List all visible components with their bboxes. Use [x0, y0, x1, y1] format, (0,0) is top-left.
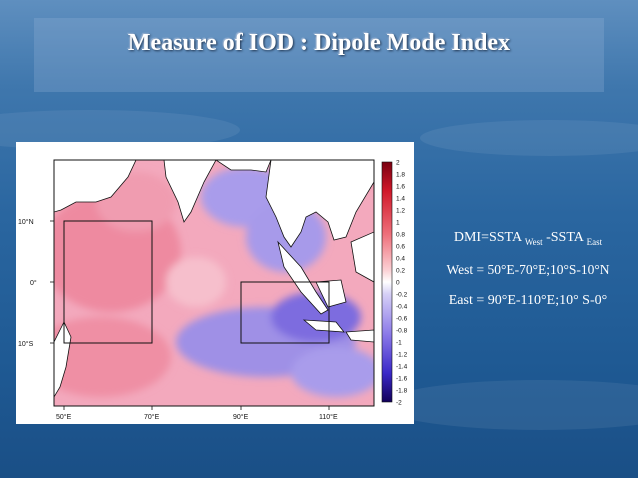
colorbar-label: 0 — [396, 280, 400, 287]
west-box — [63, 220, 153, 344]
colorbar-label: -1.6 — [396, 376, 408, 383]
colorbar — [381, 161, 393, 403]
east-region-definition: East = 90°E-110°E;10° S-0° — [448, 293, 608, 308]
map-frame — [53, 159, 375, 407]
colorbar-label: -0.8 — [396, 328, 408, 335]
colorbar-labels: 2 1.8 1.6 1.4 1.2 1 0.8 0.6 0.4 0.2 0 -0.2 -0.4 -0.6 -… — [396, 160, 408, 407]
colorbar-label: -1.4 — [396, 364, 408, 371]
colorbar-label: -1 — [396, 340, 402, 347]
east-box — [240, 281, 330, 344]
colorbar-label: 0.2 — [396, 268, 405, 275]
lon-label: 110°E — [319, 413, 338, 421]
colorbar-label: -1.2 — [396, 352, 408, 359]
colorbar-label: 1 — [396, 220, 400, 227]
colorbar-label: -0.4 — [396, 304, 408, 311]
land-masses — [54, 160, 374, 398]
colorbar-label: 0.4 — [396, 256, 405, 263]
colorbar-label: 1.8 — [396, 172, 405, 179]
lon-label: 50°E — [56, 413, 72, 421]
title-band — [34, 18, 604, 92]
wave-highlight — [420, 120, 638, 156]
colorbar-label: 1.4 — [396, 196, 405, 203]
dmi-prefix: DMI=SSTA — [453, 230, 522, 245]
lat-label: 0° — [30, 279, 37, 287]
dmi-mid: -SSTA — [542, 230, 584, 245]
wave-highlight — [380, 380, 638, 430]
dmi-sub-east: East — [586, 236, 603, 247]
lat-label: 10°S — [18, 340, 34, 348]
lat-label: 10°N — [18, 218, 34, 226]
map-figure: 10°N 0° 10°S 50°E 70°E 90°E 110°E 2 1.8 1.… — [18, 159, 408, 421]
dmi-sub-west: West — [524, 236, 543, 247]
colorbar-label: -2 — [396, 400, 402, 407]
colorbar-label: -0.6 — [396, 316, 408, 323]
lon-label: 90°E — [233, 413, 249, 421]
lon-label: 70°E — [144, 413, 160, 421]
west-region-definition: West = 50°E-70°E;10°S-10°N — [446, 262, 610, 277]
colorbar-label: 2 — [396, 160, 400, 167]
colorbar-label: 1.6 — [396, 184, 405, 191]
sst-anomaly-map: 10°N 0° 10°S 50°E 70°E 90°E 110°E 2 1.8 1.… — [16, 142, 414, 424]
colorbar-label: 0.8 — [396, 232, 405, 239]
colorbar-label: 1.2 — [396, 208, 405, 215]
dmi-formula: DMI=SSTA West -SSTA East — [418, 230, 638, 247]
colorbar-label: -1.8 — [396, 388, 408, 395]
colorbar-label: -0.2 — [396, 292, 408, 299]
slide-title: Measure of IOD : Dipole Mode Index — [127, 30, 511, 56]
colorbar-label: 0.6 — [396, 244, 405, 251]
